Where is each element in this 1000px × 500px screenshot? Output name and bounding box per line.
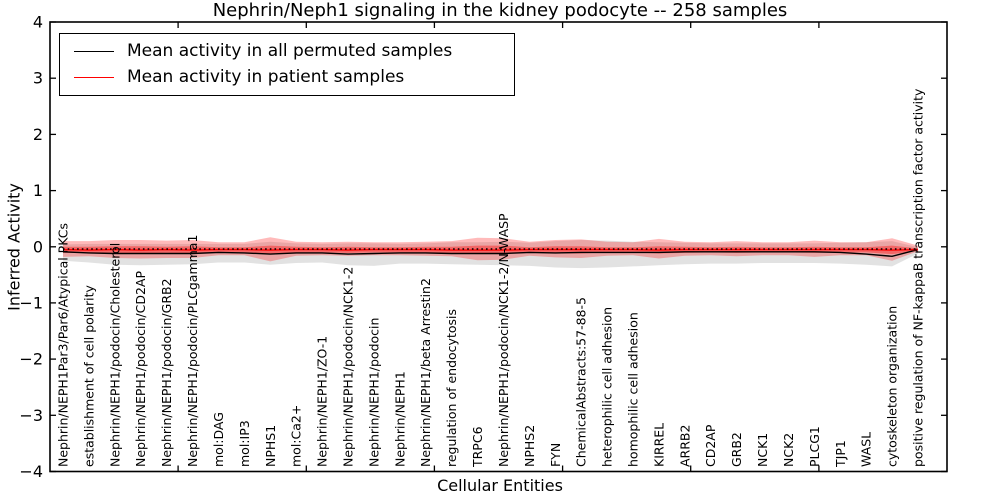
x-category-label: regulation of endocytosis: [444, 309, 459, 467]
x-category-label: NCK1: [755, 433, 770, 467]
permuted-mean-line: [62, 248, 919, 258]
x-category-label: Nephrin/NEPH1/podocin/NCK1-2: [341, 267, 356, 467]
x-category-label: TRPC6: [470, 426, 485, 468]
patient-mean-line: [62, 248, 919, 251]
y-tick-label: 3: [33, 69, 43, 88]
y-tick-label: −4: [19, 462, 43, 481]
x-category-label: mol:IP3: [237, 420, 252, 467]
x-category-label: positive regulation of NF-kappaB transcr…: [911, 88, 926, 467]
y-tick-label: −1: [19, 293, 43, 312]
x-category-label: NPHS1: [263, 425, 278, 467]
x-category-label: Nephrin/NEPH1/podocin/PLCgamma1: [185, 235, 200, 467]
x-category-label: Nephrin/NEPH1/podocin/Cholesterol: [107, 243, 122, 467]
x-category-label: ChemicalAbstracts:57-88-5: [574, 297, 589, 467]
y-tick-label: 0: [33, 237, 43, 256]
legend-item-permuted: Mean activity in all permuted samples: [60, 42, 514, 61]
legend-item-patient: Mean activity in patient samples: [60, 66, 514, 87]
x-category-label: homophilic cell adhesion: [626, 312, 641, 467]
y-tick-label: −2: [19, 350, 43, 369]
x-category-label: TJP1: [833, 440, 848, 468]
x-axis-label: Cellular Entities: [437, 476, 563, 495]
x-category-label: Nephrin/NEPH1/podocin/NCK1-2/N-WASP: [496, 213, 511, 467]
x-category-label: ARRB2: [677, 425, 692, 467]
x-category-label: NCK2: [781, 433, 796, 467]
x-category-label: mol:DAG: [211, 412, 226, 467]
x-category-label: NPHS2: [522, 425, 537, 467]
legend-label: Mean activity in patient samples: [127, 66, 405, 87]
patient-line-swatch: [74, 76, 114, 78]
x-category-label: Nephrin/NEPH1: [392, 371, 407, 467]
legend: Mean activity in all permuted samples Me…: [59, 33, 515, 96]
x-category-label: Nephrin/NEPH1/podocin/GRB2: [159, 278, 174, 467]
x-category-label: WASL: [859, 432, 874, 467]
y-tick-label: −3: [19, 406, 43, 425]
x-category-label: Nephrin/NEPH1/podocin: [366, 318, 381, 467]
x-category-label: FYN: [548, 443, 563, 467]
x-category-label: cytoskeleton organization: [885, 306, 900, 467]
permuted-line-swatch: [74, 51, 114, 53]
x-category-label: KIRREL: [651, 423, 666, 467]
x-category-label: Nephrin/NEPH1Par3/Par6/Atypical PKCs: [56, 223, 71, 467]
y-tick-label: 2: [33, 125, 43, 144]
x-category-label: Nephrin/NEPH1/podocin/CD2AP: [133, 271, 148, 467]
x-category-label: Nephrin/NEPH1/beta Arrestin2: [418, 278, 433, 467]
patient-samples-range-outer-band: [63, 237, 918, 262]
y-tick-label: 4: [33, 13, 43, 32]
legend-label: Mean activity in all permuted samples: [127, 41, 453, 62]
x-category-label: CD2AP: [703, 424, 718, 467]
x-category-label: PLCG1: [807, 426, 822, 467]
chart-title: Nephrin/Neph1 signaling in the kidney po…: [212, 0, 788, 21]
x-category-label: mol:Ca2+: [289, 405, 304, 467]
x-category-label: Nephrin/NEPH1/ZO-1: [315, 336, 330, 467]
y-tick-label: 1: [33, 181, 43, 200]
x-category-label: GRB2: [729, 432, 744, 467]
y-axis-label: Inferred Activity: [4, 183, 24, 311]
x-category-label: establishment of cell polarity: [81, 285, 96, 467]
x-category-label: heterophilic cell adhesion: [600, 307, 615, 467]
